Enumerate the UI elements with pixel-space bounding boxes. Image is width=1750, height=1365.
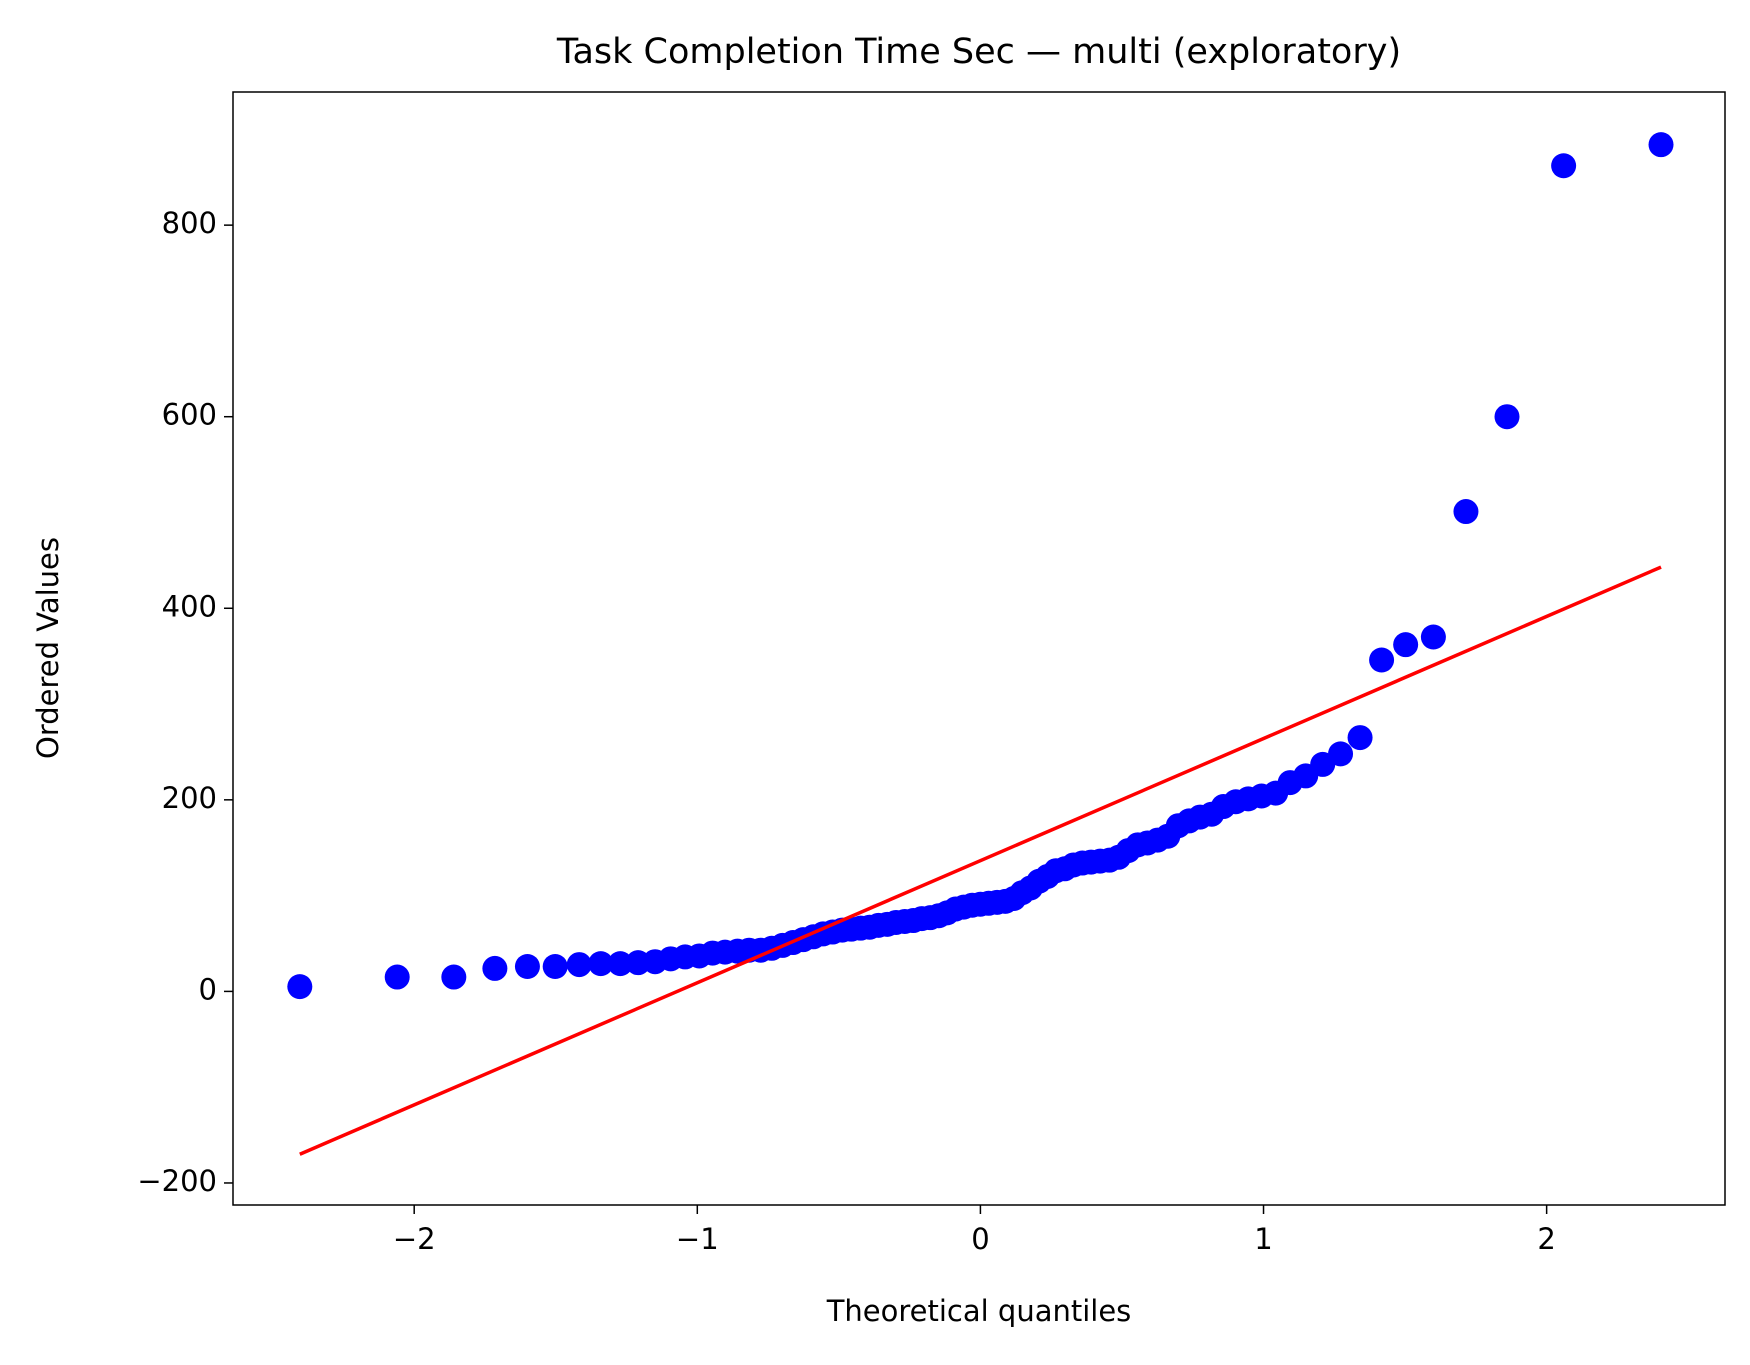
y-tick-label: 400 [162, 589, 217, 623]
point [482, 955, 508, 981]
y-tick-label: 800 [162, 206, 217, 240]
x-tick-label: 0 [971, 1222, 989, 1256]
point [566, 952, 592, 978]
x-tick-label: 2 [1537, 1222, 1555, 1256]
fit-line [299, 565, 1662, 1156]
point [542, 954, 568, 979]
x-tick-label: 1 [1254, 1222, 1272, 1256]
point [1551, 153, 1577, 179]
y-tick-label: 200 [162, 781, 217, 815]
point [514, 954, 540, 979]
point [588, 951, 614, 977]
point [384, 964, 410, 990]
chart-title: Task Completion Time Sec — multi (explor… [556, 32, 1401, 72]
point [441, 964, 467, 990]
x-tick-label: −1 [676, 1222, 719, 1256]
point [1328, 741, 1354, 767]
x-axis-label: Theoretical quantiles [826, 1294, 1132, 1328]
y-tick-label: −200 [137, 1164, 217, 1198]
point [1648, 132, 1674, 158]
point [1369, 647, 1395, 673]
point [607, 951, 633, 977]
point [1453, 499, 1479, 525]
point [1393, 632, 1419, 658]
x-tick-label: −2 [393, 1222, 436, 1256]
point [1420, 624, 1446, 650]
point [287, 974, 313, 1000]
y-axis-label: Ordered Values [31, 537, 65, 759]
y-tick-label: 0 [199, 972, 217, 1006]
plot-frame [232, 91, 1726, 1206]
point [1494, 404, 1520, 430]
y-tick-label: 600 [162, 398, 217, 432]
point [1347, 725, 1373, 751]
